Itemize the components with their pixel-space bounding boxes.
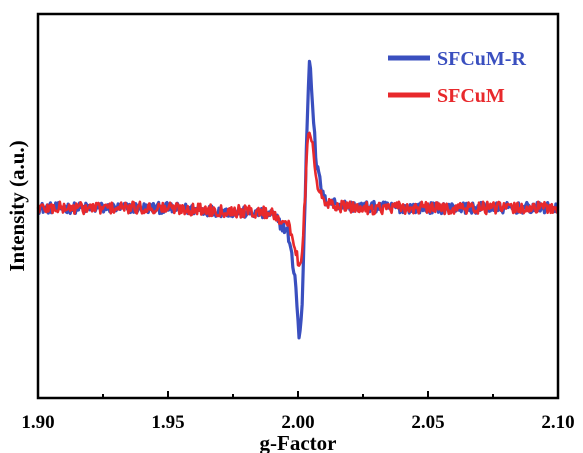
x-ticks: 1.90 1.95 2.00 2.05 2.10 — [21, 391, 575, 433]
series-layer — [36, 59, 560, 340]
x-tick-label: 1.90 — [21, 412, 54, 433]
x-tick-label: 2.05 — [411, 412, 444, 433]
legend-label-sfcum-r: SFCuM-R — [437, 48, 526, 70]
x-axis-title: g-Factor — [260, 431, 337, 453]
x-tick-label: 2.00 — [281, 412, 314, 433]
x-tick-label: 2.10 — [541, 412, 574, 433]
series-line-sfcum — [36, 131, 559, 267]
legend: SFCuM-R SFCuM — [388, 48, 526, 107]
legend-label-sfcum: SFCuM — [437, 85, 505, 107]
x-tick-label: 1.95 — [151, 412, 184, 433]
y-axis-title: Intensity (a.u.) — [5, 140, 29, 271]
